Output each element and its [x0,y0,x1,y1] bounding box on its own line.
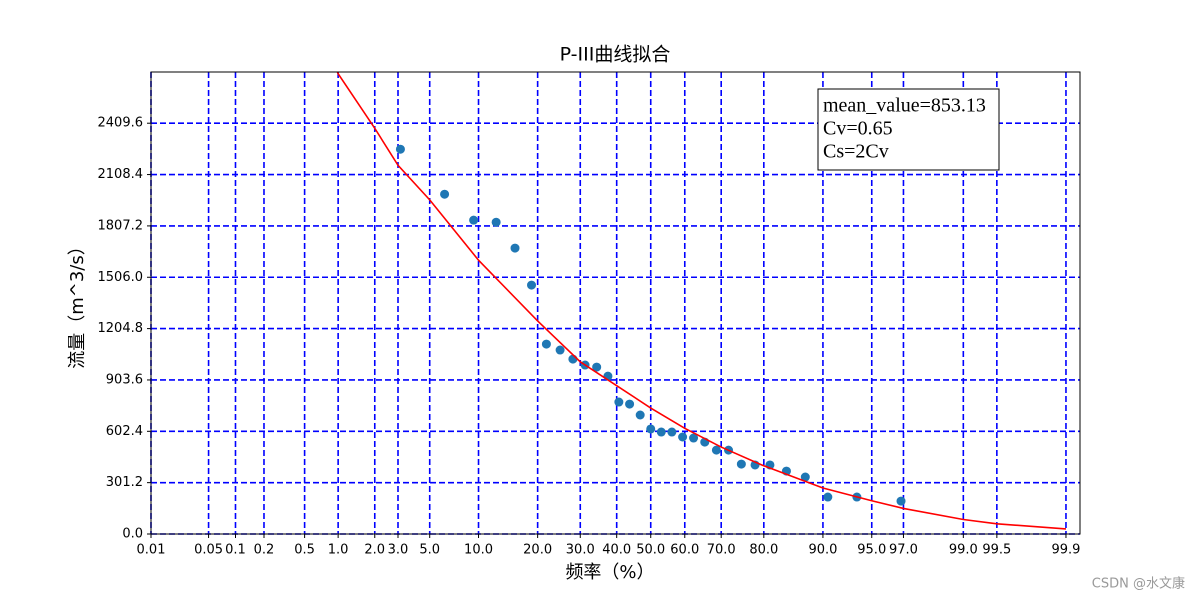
annotation: Cv=0.65 [823,118,893,140]
x-tick-label: 90.0 [808,543,837,558]
data-point [800,472,810,482]
x-tick-label: 99.5 [982,543,1011,558]
y-tick-label: 602.4 [106,424,143,439]
y-tick-label: 0.0 [122,527,143,542]
chart-title: P-III曲线拟合 [560,44,671,66]
y-tick-label: 903.6 [106,372,143,387]
x-tick-label: 50.0 [636,543,665,558]
x-tick-label: 60.0 [670,543,699,558]
data-point [614,397,624,407]
y-tick-label: 1807.2 [98,218,144,233]
x-tick-label: 99.9 [1051,543,1080,558]
data-point [823,492,833,502]
data-point [646,424,656,434]
x-tick-label: 3.0 [388,543,409,558]
fit-curve [336,72,1067,530]
data-point [527,280,537,290]
data-point [541,339,551,349]
x-tick-label: 95.0 [857,543,886,558]
x-tick-label: 0.2 [254,543,275,558]
data-point [625,399,635,409]
y-tick-label: 1204.8 [98,321,144,336]
data-point [678,432,688,442]
annotation-box [817,88,1000,171]
data-point [635,410,645,420]
x-tick-label: 97.0 [889,543,918,558]
x-tick-label: 0.01 [137,543,166,558]
x-tick-label: 80.0 [749,543,778,558]
data-point [491,217,501,227]
x-tick-label: 5.0 [419,543,440,558]
annotation: Cs=2Cv [823,141,889,163]
data-point [568,354,578,364]
data-point [510,243,520,253]
data-point [440,189,450,199]
x-axis-label: 频率（%） [565,562,654,583]
x-tick-label: 0.05 [194,543,223,558]
data-point [667,427,677,437]
data-point [592,362,602,372]
data-point [711,445,721,455]
plot-frame [150,71,1081,535]
y-axis-label: 流量（m^3/s） [67,237,88,369]
x-tick-label: 1.0 [328,543,349,558]
x-tick-label: 99.0 [949,543,978,558]
y-tick-label: 2108.4 [98,167,144,182]
data-point [896,496,906,506]
x-tick-label: 30.0 [566,543,595,558]
data-point [736,459,746,469]
data-point [689,433,699,443]
data-point [395,144,405,154]
data-point [469,215,479,225]
y-tick-label: 1506.0 [98,270,144,285]
x-tick-label: 40.0 [602,543,631,558]
annotation: mean_value=853.13 [823,95,986,117]
y-tick-label: 301.2 [106,475,143,490]
x-tick-label: 0.1 [225,543,246,558]
data-point [555,345,565,355]
x-tick-label: 20.0 [523,543,552,558]
x-tick-label: 0.5 [294,543,315,558]
data-point [656,427,666,437]
watermark: CSDN @水文康 [1092,576,1185,592]
x-tick-label: 2.0 [364,543,385,558]
y-tick-label: 2409.6 [98,116,144,131]
x-tick-label: 70.0 [707,543,736,558]
x-tick-label: 10.0 [464,543,493,558]
